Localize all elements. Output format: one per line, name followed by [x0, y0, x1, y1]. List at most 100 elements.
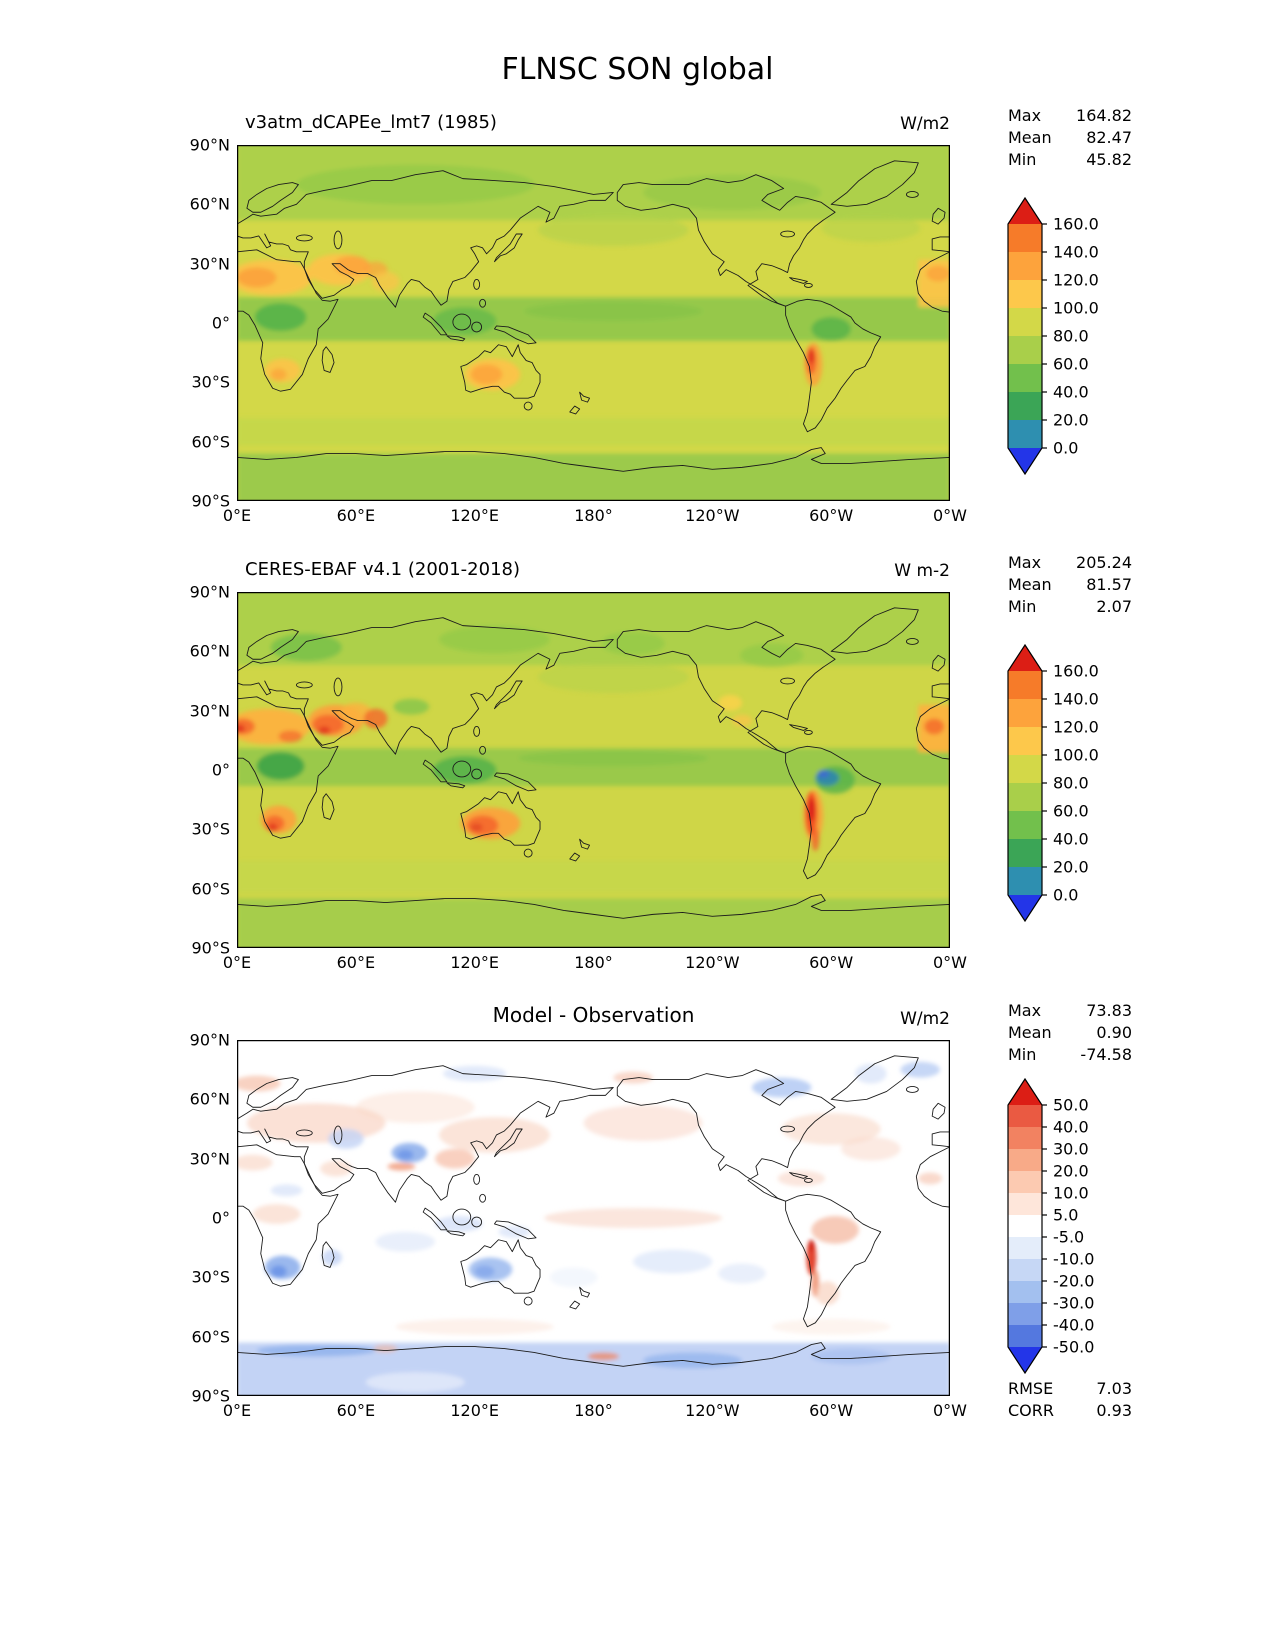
- stat-mean: Mean 81.57: [1008, 574, 1132, 596]
- map-frame: [237, 592, 950, 948]
- x-axis: 0°E 60°E 120°E 180° 120°W 60°W 0°W: [223, 1401, 967, 1423]
- y-axis: 90°N 60°N 30°N 0° 30°S 60°S 90°S: [160, 583, 230, 958]
- x-axis: 0°E 60°E 120°E 180° 120°W 60°W 0°W: [223, 953, 967, 975]
- y-tick-label: 60°N: [189, 194, 230, 214]
- colorbar-arrow-top: [1008, 198, 1042, 224]
- colorbar-tick-label: -40.0: [1053, 1316, 1094, 1335]
- map-area: [237, 592, 950, 948]
- y-tick-label: 30°S: [191, 819, 230, 839]
- stats-block: Max 205.24 Mean 81.57 Min 2.07: [1008, 552, 1132, 618]
- stat-value: 45.82: [1086, 150, 1132, 169]
- colorbar-tick-label: 5.0: [1053, 1206, 1078, 1225]
- colorbar-tick-label: -50.0: [1053, 1338, 1094, 1357]
- field-layer: [237, 145, 950, 501]
- stat-value: 2.07: [1096, 597, 1132, 616]
- colorbar-tick-label: 0.0: [1053, 886, 1078, 905]
- stat-value: 82.47: [1086, 128, 1132, 147]
- y-tick-label: 90°S: [191, 491, 230, 511]
- x-axis: 0°E 60°E 120°E 180° 120°W 60°W 0°W: [223, 506, 967, 528]
- x-tick-label: 120°W: [685, 1401, 740, 1420]
- colorbar-tick-label: 40.0: [1053, 1118, 1089, 1137]
- colorbar-tick-label: 60.0: [1053, 355, 1089, 374]
- stat-label: Min: [1008, 597, 1037, 616]
- stat-rmse: RMSE 7.03: [1008, 1378, 1132, 1400]
- stat-label: Max: [1008, 553, 1042, 572]
- x-tick-label: 120°E: [450, 953, 499, 972]
- stat-label: Mean: [1008, 128, 1052, 147]
- colorbar-tick-label: 40.0: [1053, 830, 1089, 849]
- map-frame: [237, 1040, 950, 1396]
- map-area: [237, 145, 950, 501]
- y-tick-label: 30°S: [191, 372, 230, 392]
- colorbar: 160.0 140.0 120.0 100.0 80.0 60.0 40.0 20.0 0.0: [1007, 643, 1099, 923]
- colorbar-tick-label: 40.0: [1053, 383, 1089, 402]
- stat-min: Min 45.82: [1008, 149, 1132, 171]
- colorbar-tick-label: 80.0: [1053, 774, 1089, 793]
- x-tick-label: 180°: [574, 953, 613, 972]
- stat-label: Mean: [1008, 575, 1052, 594]
- colorbar-tick-label: 50.0: [1053, 1096, 1089, 1115]
- stat-value: 81.57: [1086, 575, 1132, 594]
- field-layer: [237, 592, 950, 948]
- stat-label: CORR: [1008, 1401, 1054, 1420]
- x-tick-label: 60°W: [809, 1401, 854, 1420]
- x-tick-label: 180°: [574, 1401, 613, 1420]
- stat-label: Min: [1008, 1045, 1037, 1064]
- x-tick-label: 60°E: [336, 953, 376, 972]
- y-tick-label: 30°N: [189, 701, 230, 721]
- stat-corr: CORR 0.93: [1008, 1400, 1132, 1422]
- colorbar-arrow-bottom: [1008, 1347, 1042, 1373]
- colorbar-tick-label: 140.0: [1053, 690, 1099, 709]
- stat-min: Min 2.07: [1008, 596, 1132, 618]
- x-tick-label: 0°W: [933, 1401, 967, 1420]
- stat-value: 73.83: [1086, 1001, 1132, 1020]
- colorbar-tick-label: -10.0: [1053, 1250, 1094, 1269]
- x-tick-label: 0°W: [933, 953, 967, 972]
- map-frame: [237, 145, 950, 501]
- colorbar-tick-label: -30.0: [1053, 1294, 1094, 1313]
- colorbar-arrow-top: [1008, 645, 1042, 671]
- colorbar-tick-label: 60.0: [1053, 802, 1089, 821]
- colorbar-tick-label: 160.0: [1053, 215, 1099, 234]
- y-axis: 90°N 60°N 30°N 0° 30°S 60°S 90°S: [160, 136, 230, 511]
- stat-value: 205.24: [1076, 553, 1132, 572]
- difference-map-plot: [237, 1040, 950, 1396]
- x-tick-label: 60°W: [809, 506, 854, 525]
- y-tick-label: 30°N: [189, 1149, 230, 1169]
- panel-title: CERES-EBAF v4.1 (2001-2018): [245, 559, 521, 580]
- stat-value: 7.03: [1096, 1379, 1132, 1398]
- y-tick-label: 90°S: [191, 938, 230, 958]
- stat-value: -74.58: [1080, 1045, 1132, 1064]
- x-tick-label: 0°E: [222, 1401, 252, 1420]
- panel-difference: Model - Observation W/m2 90°N 60°N 30°N 0° 3…: [0, 995, 1275, 1442]
- x-tick-label: 60°E: [336, 506, 376, 525]
- y-tick-label: 30°S: [191, 1267, 230, 1287]
- observation-map-plot: [237, 592, 950, 948]
- stat-label: Max: [1008, 106, 1042, 125]
- colorbar-tick-label: 100.0: [1053, 299, 1099, 318]
- colorbar: 50.0 40.0 30.0 20.0 10.0 5.0 -5.0 -10.0 -20.0 -30…: [1007, 1077, 1094, 1375]
- colorbar-arrow-top: [1008, 1079, 1042, 1105]
- colorbar-tick-label: 140.0: [1053, 243, 1099, 262]
- stats-block: Max 164.82 Mean 82.47 Min 45.82: [1008, 105, 1132, 171]
- y-tick-label: 0°: [211, 313, 230, 333]
- stat-value: 0.90: [1096, 1023, 1132, 1042]
- figure-title: FLNSC SON global: [501, 52, 774, 87]
- colorbar-tick-label: 100.0: [1053, 746, 1099, 765]
- x-tick-label: 60°E: [336, 1401, 376, 1420]
- x-tick-label: 0°E: [222, 953, 252, 972]
- colorbar-tick-label: 20.0: [1053, 411, 1089, 430]
- colorbar-tick-label: 160.0: [1053, 662, 1099, 681]
- colorbar-tick-label: 30.0: [1053, 1140, 1089, 1159]
- colorbar-tick-label: 120.0: [1053, 271, 1099, 290]
- x-tick-label: 120°W: [685, 953, 740, 972]
- y-tick-label: 0°: [211, 1208, 230, 1228]
- x-tick-label: 180°: [574, 506, 613, 525]
- stat-max: Max 164.82: [1008, 105, 1132, 127]
- colorbar-arrow-bottom: [1008, 448, 1042, 474]
- y-tick-label: 30°N: [189, 254, 230, 274]
- colorbar-tick-label: -20.0: [1053, 1272, 1094, 1291]
- colorbar-tick-label: -5.0: [1053, 1228, 1084, 1247]
- panel-title: Model - Observation: [492, 1003, 695, 1027]
- stat-max: Max 73.83: [1008, 1000, 1132, 1022]
